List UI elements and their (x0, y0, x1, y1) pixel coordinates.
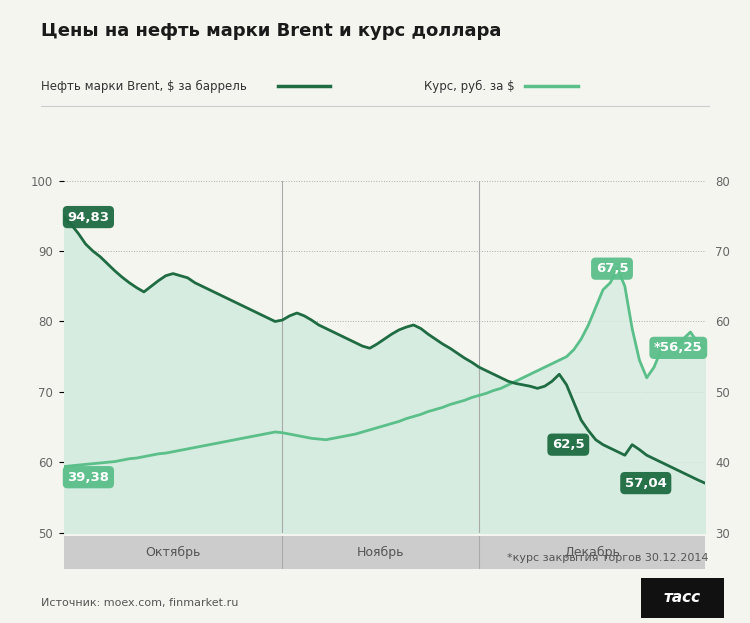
Text: 57,04: 57,04 (625, 477, 667, 490)
Text: Октябрь: Октябрь (146, 546, 201, 559)
Text: Ноябрь: Ноябрь (357, 546, 404, 559)
Text: Источник: moex.com, finmarket.ru: Источник: moex.com, finmarket.ru (41, 598, 238, 608)
Text: *56,25: *56,25 (654, 341, 703, 354)
Text: *курс закрытия торгов 30.12.2014: *курс закрытия торгов 30.12.2014 (507, 553, 709, 563)
Text: тасс: тасс (664, 590, 701, 606)
Text: Цены на нефть марки Brent и курс доллара: Цены на нефть марки Brent и курс доллара (41, 22, 502, 40)
Text: 62,5: 62,5 (552, 438, 584, 451)
Text: 94,83: 94,83 (68, 211, 110, 224)
Text: 39,38: 39,38 (68, 471, 110, 483)
Text: Курс, руб. за $: Курс, руб. за $ (424, 79, 514, 93)
Text: Нефть марки Brent, $ за баррель: Нефть марки Brent, $ за баррель (41, 79, 248, 93)
Text: 67,5: 67,5 (596, 262, 628, 275)
Text: Декабрь: Декабрь (564, 546, 620, 559)
